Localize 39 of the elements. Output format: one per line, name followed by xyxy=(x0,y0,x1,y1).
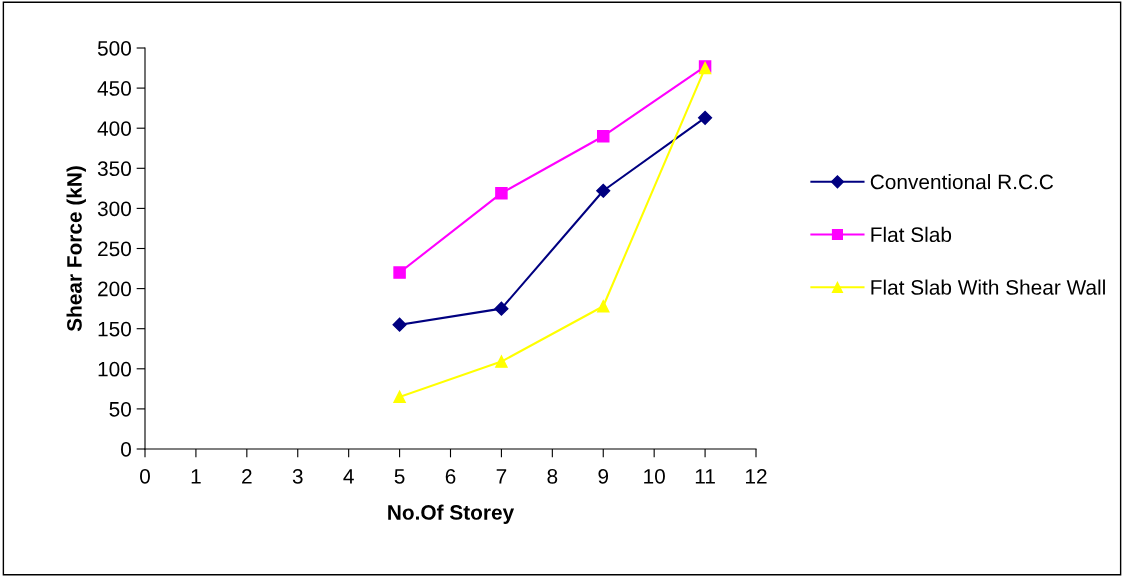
point xyxy=(495,186,508,200)
x-tick-label: 7 xyxy=(496,469,507,484)
legend-label: Flat Slab xyxy=(871,226,952,243)
x-tick-label: 8 xyxy=(547,468,558,484)
y-tick-label: 150 xyxy=(98,321,131,337)
y-axis-title: Shear Force (kN) xyxy=(66,166,86,332)
x-tick-label: 10 xyxy=(644,468,665,484)
y-tick-label: 200 xyxy=(98,281,131,297)
point xyxy=(596,183,611,198)
y-tick-label: 350 xyxy=(97,161,131,177)
point xyxy=(596,129,610,143)
x-tick-label: 3 xyxy=(292,468,303,484)
point xyxy=(495,355,508,368)
y-tick-label: 0 xyxy=(121,442,131,457)
y-tick-label: 300 xyxy=(97,201,131,217)
x-tick-label: 5 xyxy=(394,469,405,484)
x-tick-label: 9 xyxy=(598,468,609,484)
point xyxy=(392,317,407,332)
x-tick-label: 12 xyxy=(746,468,767,484)
point xyxy=(393,390,406,404)
point xyxy=(698,110,713,125)
x-tick-label: 6 xyxy=(445,468,456,484)
y-tick-label: 400 xyxy=(97,121,131,136)
point xyxy=(393,266,406,279)
x-tick-label: 4 xyxy=(343,469,354,484)
legend-label: Flat Slab With Shear Wall xyxy=(871,279,1105,295)
x-tick-label: 11 xyxy=(695,469,715,484)
legend-label: Conventional R.C.C xyxy=(870,174,1054,190)
y-tick-label: 500 xyxy=(97,41,131,56)
y-tick-label: 250 xyxy=(98,241,131,257)
point xyxy=(596,299,610,313)
x-axis-title: No.Of Storey xyxy=(388,504,515,524)
y-tick-label: 450 xyxy=(97,81,131,96)
x-tick-label: 1 xyxy=(191,469,201,484)
point xyxy=(494,301,509,316)
x-tick-label: 0 xyxy=(140,468,150,484)
x-tick-label: 2 xyxy=(242,468,252,484)
y-tick-label: 50 xyxy=(109,401,131,417)
y-tick-label: 100 xyxy=(98,361,131,377)
